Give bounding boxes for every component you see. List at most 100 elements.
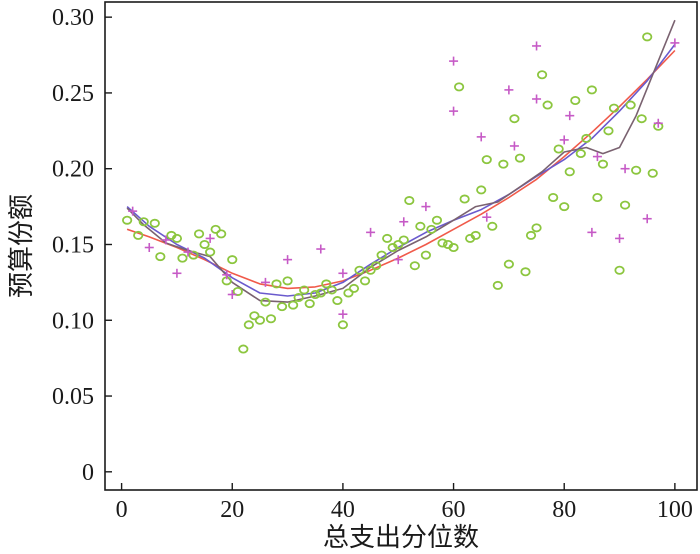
data-point-circle (404, 196, 415, 206)
data-point-circle (249, 311, 260, 321)
data-point-circle (431, 215, 443, 225)
data-point-plus (260, 277, 270, 287)
data-point-circle (542, 100, 553, 110)
y-tick-label: 0.10 (52, 308, 94, 334)
x-tick-label: 80 (552, 497, 576, 523)
data-point-circle (476, 185, 487, 195)
data-point-circle (492, 280, 503, 290)
data-point-circle (205, 247, 216, 257)
y-tick-label: 0 (82, 460, 94, 486)
data-point-circle (437, 238, 448, 248)
data-point-plus (509, 141, 519, 151)
x-tick-label: 60 (442, 497, 466, 523)
data-point-plus (476, 132, 486, 142)
data-point-plus (338, 309, 348, 319)
data-point-circle (553, 144, 564, 154)
data-point-circle (570, 96, 581, 106)
data-point-plus (587, 227, 597, 237)
data-point-circle (509, 114, 520, 124)
data-point-plus (144, 243, 154, 253)
data-point-circle (420, 250, 431, 260)
data-point-circle (265, 314, 277, 324)
data-point-plus (421, 202, 431, 212)
data-point-circle (254, 315, 266, 325)
data-point-circle (525, 230, 537, 240)
data-point-plus (449, 56, 459, 66)
data-point-circle (619, 200, 631, 210)
data-point-plus (670, 38, 680, 48)
data-point-circle (647, 168, 658, 178)
data-point-plus (338, 268, 348, 278)
data-point-plus (592, 152, 602, 162)
data-point-plus (222, 270, 232, 280)
data-point-circle (171, 233, 183, 243)
data-point-plus (366, 227, 376, 237)
fit-line-blue (126, 43, 676, 297)
y-tick-label: 0.25 (52, 81, 94, 107)
data-point-circle (304, 299, 315, 309)
data-point-circle (260, 297, 271, 307)
data-point-circle (376, 250, 387, 260)
x-axis-title: 总支出分位数 (323, 523, 479, 553)
data-point-plus (615, 233, 625, 243)
data-point-circle (243, 320, 254, 330)
data-point-circle (453, 82, 465, 92)
fit-line-gray (126, 19, 676, 303)
data-point-circle (199, 239, 210, 249)
data-point-circle (332, 296, 343, 306)
y-tick-label: 0.20 (52, 157, 94, 183)
data-point-circle (625, 100, 636, 110)
data-point-circle (232, 286, 243, 296)
data-markers (122, 32, 680, 354)
data-point-plus (565, 111, 575, 121)
data-point-circle (282, 276, 293, 286)
data-point-circle (481, 155, 492, 165)
data-point-circle (216, 229, 227, 239)
data-point-circle (371, 261, 382, 271)
data-point-circle (597, 159, 609, 169)
data-point-circle (138, 217, 149, 227)
data-point-circle (321, 279, 332, 289)
data-point-plus (620, 164, 630, 174)
data-point-circle (592, 193, 603, 203)
data-point-circle (238, 344, 249, 354)
y-tick-label: 0.30 (52, 5, 94, 31)
data-point-circle (636, 114, 647, 124)
x-tick-label: 40 (331, 497, 355, 523)
data-point-circle (548, 193, 559, 203)
data-point-circle (337, 320, 349, 330)
data-point-circle (359, 276, 371, 286)
data-point-circle (299, 285, 310, 295)
data-point-plus (227, 289, 237, 299)
data-point-circle (326, 285, 337, 295)
data-point-circle (315, 288, 326, 298)
data-point-plus (653, 118, 663, 128)
data-point-plus (393, 255, 403, 265)
data-point-circle (122, 215, 133, 225)
y-tick-label: 0.05 (52, 384, 94, 410)
data-point-circle (409, 261, 420, 271)
data-point-circle (293, 293, 304, 303)
data-point-plus (172, 268, 182, 278)
data-point-circle (271, 279, 282, 289)
data-point-plus (205, 233, 215, 243)
data-point-circle (310, 289, 321, 299)
data-point-circle (398, 235, 409, 245)
data-point-circle (631, 165, 642, 175)
data-point-circle (586, 85, 597, 95)
data-point-circle (193, 229, 205, 239)
data-point-plus (316, 244, 326, 254)
data-point-plus (642, 214, 652, 224)
data-point-circle (603, 126, 614, 136)
data-point-circle (415, 221, 426, 231)
y-axis-title: 预算份额 (7, 194, 37, 298)
data-point-plus (449, 106, 459, 116)
data-point-circle (487, 221, 498, 231)
data-point-plus (532, 94, 542, 104)
plot-frame (104, 1, 698, 491)
data-point-circle (520, 267, 531, 277)
data-point-circle (348, 283, 360, 293)
data-point-circle (503, 259, 514, 269)
data-point-circle (227, 255, 238, 265)
